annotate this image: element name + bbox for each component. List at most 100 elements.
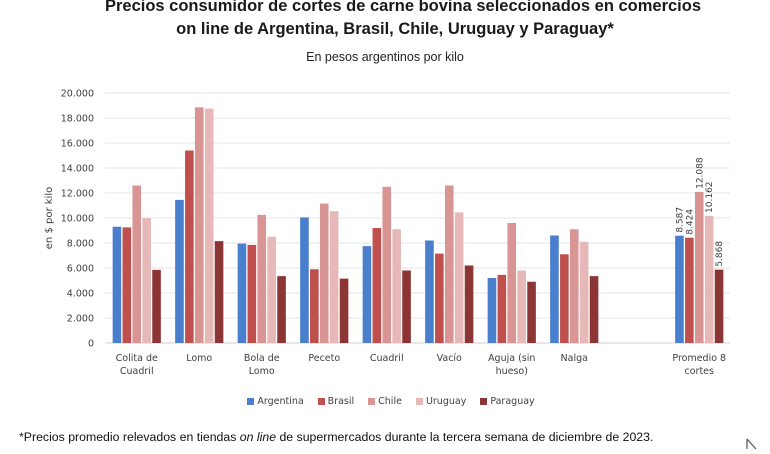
y-tick-label: 8.000 <box>67 239 94 250</box>
legend-label: Argentina <box>257 396 304 407</box>
y-tick-label: 2.000 <box>67 314 94 325</box>
footnote-italic: on line <box>239 430 277 444</box>
x-category-label: Peceto <box>308 353 340 364</box>
x-category-label: Lomo <box>249 366 275 377</box>
x-category-label: Lomo <box>186 353 212 364</box>
data-label: 12.088 <box>695 157 705 189</box>
y-tick-label: 14.000 <box>61 164 94 175</box>
bar-chile <box>319 203 329 343</box>
legend-item-argentina: Argentina <box>247 396 304 407</box>
bar-chile <box>257 214 267 343</box>
chart-subtitle: En pesos argentinos por kilo <box>306 50 464 64</box>
bar-chile <box>194 107 204 343</box>
bar-argentina <box>112 226 122 343</box>
bar-paraguay <box>152 269 161 343</box>
x-category-label: Aguja (sin <box>488 353 535 364</box>
bar-uruguay <box>142 218 151 343</box>
x-category-label: Promedio 8 <box>672 353 726 364</box>
bar-paraguay <box>402 270 411 343</box>
data-label: 10.162 <box>705 181 715 213</box>
bar-chart: 0 2.000 4.000 6.000 8.000 10.000 12.000 14.000 1… <box>44 89 730 377</box>
y-tick-label: 16.000 <box>61 139 94 150</box>
bar-paraguay <box>527 281 536 343</box>
y-tick-label: 20.000 <box>61 89 94 100</box>
bar-argentina <box>362 246 372 343</box>
legend-item-chile: Chile <box>368 396 402 407</box>
x-category-label: Colita de <box>116 353 158 364</box>
x-category-label: cortes <box>685 366 715 377</box>
x-category-label: Cuadril <box>120 366 154 377</box>
bar-argentina <box>237 243 247 343</box>
footnote: *Precios promedio relevados en tiendas o… <box>19 430 653 444</box>
bar-argentina <box>487 278 497 343</box>
bar-chile <box>569 229 579 343</box>
bar-uruguay <box>267 236 276 343</box>
legend: Argentina Brasil Chile Uruguay Paraguay <box>0 396 770 407</box>
legend-label: Chile <box>378 396 402 407</box>
bar-argentina <box>175 199 184 343</box>
bar-uruguay <box>579 241 589 343</box>
x-category-label: Nalga <box>561 353 588 364</box>
legend-item-brasil: Brasil <box>317 396 355 407</box>
legend-swatch <box>415 398 423 405</box>
x-axis-categories: Colita de Cuadril Lomo Bola de Lomo Peceto Cua… <box>116 353 726 377</box>
y-tick-label: 0 <box>88 339 94 350</box>
bar-brasil <box>560 254 569 343</box>
bar-chile <box>694 191 704 343</box>
bar-paraguay <box>589 276 599 343</box>
x-category-label: Vacío <box>437 353 462 364</box>
data-label: 8.587 <box>675 207 685 233</box>
bar-argentina <box>300 217 309 343</box>
bar-brasil <box>122 227 132 343</box>
legend-label: Paraguay <box>490 396 535 407</box>
bar-argentina <box>675 235 684 343</box>
bar-paraguay <box>464 265 474 343</box>
y-axis-ticks: 0 2.000 4.000 6.000 8.000 10.000 12.000 14.000 1… <box>61 89 94 350</box>
bar-brasil <box>435 253 444 343</box>
y-tick-label: 10.000 <box>61 214 94 225</box>
bar-brasil <box>310 269 319 343</box>
bar-paraguay <box>277 276 286 343</box>
bar-uruguay <box>329 211 339 343</box>
x-category-label: Cuadril <box>370 353 404 364</box>
x-category-label: Bola de <box>244 353 280 364</box>
bar-chile <box>132 185 142 343</box>
legend-swatch <box>247 398 255 405</box>
y-tick-label: 4.000 <box>67 289 94 300</box>
bar-uruguay <box>704 215 714 343</box>
legend-swatch <box>480 398 488 405</box>
bar-chile <box>382 186 392 343</box>
x-category-label: hueso) <box>496 366 528 377</box>
bar-brasil <box>247 244 257 343</box>
data-label: 5.868 <box>715 241 725 267</box>
y-axis-label: en $ por kilo <box>44 187 55 249</box>
y-tick-label: 12.000 <box>61 189 94 200</box>
bar-argentina <box>550 235 559 343</box>
bar-uruguay <box>204 108 214 343</box>
bar-argentina <box>425 240 434 343</box>
legend-label: Uruguay <box>425 396 467 407</box>
chart-title-line-1: Precios consumidor de cortes de carne bo… <box>104 0 702 15</box>
footnote-text-end: de supermercados durante la tercera sema… <box>276 430 654 444</box>
bar-chile <box>444 185 454 343</box>
bar-brasil <box>185 150 194 343</box>
legend-item-paraguay: Paraguay <box>480 396 535 407</box>
footnote-text-start: *Precios promedio relevados en tiendas <box>19 430 240 444</box>
legend-label: Brasil <box>327 396 355 407</box>
y-tick-label: 6.000 <box>67 264 94 275</box>
bar-uruguay <box>517 270 526 343</box>
bar-paraguay <box>339 278 349 343</box>
bar-paraguay <box>714 269 724 343</box>
legend-swatch <box>368 398 376 405</box>
bar-paraguay <box>214 241 224 343</box>
bar-uruguay <box>454 212 464 343</box>
data-label: 8.424 <box>685 209 695 235</box>
bar-uruguay <box>392 229 401 343</box>
bar-brasil <box>372 228 382 343</box>
legend-swatch <box>317 398 325 405</box>
y-tick-label: 18.000 <box>61 114 94 125</box>
bars <box>112 107 724 343</box>
chart-title-line-2: on line de Argentina, Brasil, Chile, Uru… <box>176 20 614 38</box>
legend-item-uruguay: Uruguay <box>415 396 467 407</box>
